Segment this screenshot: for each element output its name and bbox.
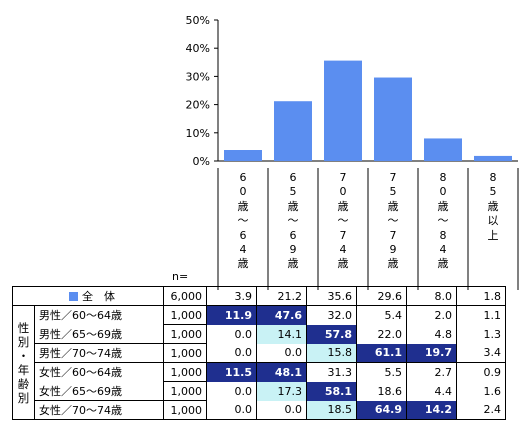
- table-cell: 3.4: [456, 343, 506, 363]
- table-cell: 15.8: [306, 343, 357, 363]
- bar: [324, 60, 362, 161]
- table-cell: 2.7: [406, 362, 457, 382]
- table-cell: 1.3: [456, 324, 506, 344]
- table-cell: 57.8: [306, 324, 357, 344]
- table-cell: 1.1: [456, 305, 506, 325]
- n-value: 1,000: [163, 400, 207, 420]
- bar: [474, 155, 512, 161]
- bar-chart: 50% 40% 30% 20% 10% 0%: [186, 14, 519, 290]
- table-cell: 2.0: [406, 305, 457, 325]
- group-label: 性別・年齢別: [12, 305, 35, 420]
- table-row: 男性／70〜74歳 1,000 0.0 0.0 15.8 61.1 19.7 3.4: [13, 343, 506, 363]
- table-row: 女性／70〜74歳 1,000 0.0 0.0 18.5 64.9 14.2 2.4: [13, 400, 506, 420]
- bar: [224, 150, 262, 161]
- table-cell: 47.6: [256, 305, 307, 325]
- table-cell: 5.4: [356, 305, 407, 325]
- total-label: 全 体: [82, 290, 115, 303]
- row-label: 全 体: [12, 286, 164, 306]
- table-cell: 0.0: [256, 400, 307, 420]
- table-row: 男性／65〜69歳 1,000 0.0 14.1 57.8 22.0 4.8 1.3: [13, 324, 506, 344]
- table-cell: 0.0: [206, 381, 257, 401]
- bar: [424, 138, 462, 161]
- table-cell: 21.2: [256, 286, 307, 306]
- table-cell: 0.9: [456, 362, 506, 382]
- category-label: 6 5 歳〜 6 9 歳: [287, 171, 299, 271]
- table-cell: 0.0: [206, 324, 257, 344]
- table-cell: 14.1: [256, 324, 307, 344]
- table-cell: 11.9: [206, 305, 257, 325]
- table-cell: 22.0: [356, 324, 407, 344]
- n-value: 1,000: [163, 381, 207, 401]
- y-tick-label: 40%: [186, 42, 210, 55]
- data-table: 全 体 6,000 3.9 21.2 35.6 29.6 8.0 1.8 性別・年齢別男性／60…: [12, 286, 506, 420]
- table-row: 女性／60〜64歳 1,000 11.5 48.1 31.3 5.5 2.7 0.9: [13, 362, 506, 382]
- table-row: 女性／65〜69歳 1,000 0.0 17.3 58.1 18.6 4.4 1.6: [13, 381, 506, 401]
- table-cell: 31.3: [306, 362, 357, 382]
- table-cell: 5.5: [356, 362, 407, 382]
- table-cell: 35.6: [306, 286, 357, 306]
- y-tick-label: 0%: [193, 155, 210, 168]
- n-value: 1,000: [163, 343, 207, 363]
- row-label: 男性／65〜69歳: [34, 324, 164, 344]
- table-cell: 64.9: [356, 400, 407, 420]
- legend-swatch: [69, 292, 78, 301]
- table-cell: 1.6: [456, 381, 506, 401]
- n-value: 1,000: [163, 362, 207, 382]
- table-row-total: 全 体 6,000 3.9 21.2 35.6 29.6 8.0 1.8: [12, 286, 506, 306]
- n-value: 1,000: [163, 305, 207, 325]
- row-label: 女性／60〜64歳: [34, 362, 164, 382]
- table-cell: 58.1: [306, 381, 357, 401]
- row-label: 女性／70〜74歳: [34, 400, 164, 420]
- y-tick-label: 50%: [186, 14, 210, 27]
- y-tick-label: 10%: [186, 127, 210, 140]
- table-cell: 18.6: [356, 381, 407, 401]
- n-value: 6,000: [163, 286, 207, 306]
- table-cell: 4.8: [406, 324, 457, 344]
- bar: [274, 101, 312, 161]
- table-cell: 8.0: [406, 286, 457, 306]
- category-label: 6 0 歳〜 6 4 歳: [237, 171, 249, 271]
- row-label: 男性／60〜64歳: [34, 305, 164, 325]
- table-cell: 14.2: [406, 400, 457, 420]
- table-cell: 4.4: [406, 381, 457, 401]
- category-label: 7 0 歳〜 7 4 歳: [337, 171, 349, 271]
- bar: [374, 77, 412, 161]
- table-cell: 0.0: [206, 343, 257, 363]
- row-label: 男性／70〜74歳: [34, 343, 164, 363]
- table-cell: 48.1: [256, 362, 307, 382]
- table-cell: 2.4: [456, 400, 506, 420]
- table-cell: 32.0: [306, 305, 357, 325]
- table-cell: 17.3: [256, 381, 307, 401]
- n-value: 1,000: [163, 324, 207, 344]
- category-label: 7 5 歳〜 7 9 歳: [387, 171, 399, 271]
- table-cell: 18.5: [306, 400, 357, 420]
- table-cell: 3.9: [206, 286, 257, 306]
- table-cell: 1.8: [456, 286, 506, 306]
- y-tick-label: 20%: [186, 99, 210, 112]
- n-label: n=: [172, 270, 189, 283]
- category-label: 8 0 歳〜 8 4 歳: [437, 171, 449, 271]
- table-cell: 0.0: [256, 343, 307, 363]
- y-tick-label: 30%: [186, 70, 210, 83]
- row-label: 女性／65〜69歳: [34, 381, 164, 401]
- table-cell: 0.0: [206, 400, 257, 420]
- table-cell: 19.7: [406, 343, 457, 363]
- table-cell: 61.1: [356, 343, 407, 363]
- table-cell: 11.5: [206, 362, 257, 382]
- table-cell: 29.6: [356, 286, 407, 306]
- table-row: 性別・年齢別男性／60〜64歳 1,000 11.9 47.6 32.0 5.4 2.0 1.…: [12, 305, 506, 420]
